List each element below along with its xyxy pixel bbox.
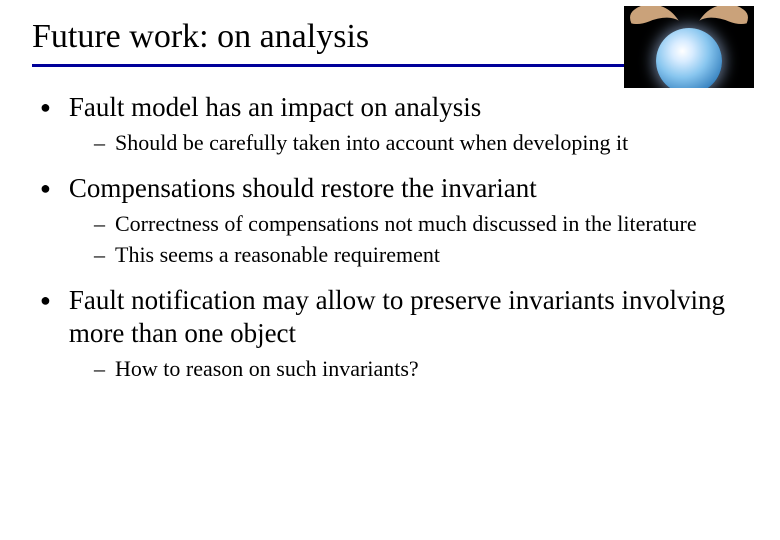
logo-image xyxy=(624,6,754,88)
bullet-item: ● Fault notification may allow to preser… xyxy=(40,284,740,350)
dash-icon: – xyxy=(94,209,105,239)
sub-list: – How to reason on such invariants? xyxy=(40,354,740,384)
slide: Future work: on analysis ● Fault model h… xyxy=(0,0,780,384)
sub-list: – Correctness of compensations not much … xyxy=(40,209,740,270)
sub-bullet-text: How to reason on such invariants? xyxy=(115,354,419,384)
dash-icon: – xyxy=(94,354,105,384)
sub-bullet-item: – This seems a reasonable requirement xyxy=(94,240,740,270)
dash-icon: – xyxy=(94,240,105,270)
globe-icon xyxy=(656,28,722,88)
dash-icon: – xyxy=(94,128,105,158)
bullet-item: ● Fault model has an impact on analysis xyxy=(40,91,740,124)
sub-bullet-text: Should be carefully taken into account w… xyxy=(115,128,628,158)
sub-bullet-item: – How to reason on such invariants? xyxy=(94,354,740,384)
sub-list: – Should be carefully taken into account… xyxy=(40,128,740,158)
bullet-icon: ● xyxy=(40,98,51,116)
bullet-item: ● Compensations should restore the invar… xyxy=(40,172,740,205)
content-area: ● Fault model has an impact on analysis … xyxy=(32,91,748,384)
bullet-text: Fault model has an impact on analysis xyxy=(69,91,481,124)
bullet-icon: ● xyxy=(40,179,51,197)
bullet-icon: ● xyxy=(40,291,51,309)
bullet-text: Compensations should restore the invaria… xyxy=(69,172,537,205)
bullet-text: Fault notification may allow to preserve… xyxy=(69,284,740,350)
sub-bullet-text: Correctness of compensations not much di… xyxy=(115,209,697,239)
sub-bullet-item: – Should be carefully taken into account… xyxy=(94,128,740,158)
sub-bullet-item: – Correctness of compensations not much … xyxy=(94,209,740,239)
sub-bullet-text: This seems a reasonable requirement xyxy=(115,240,440,270)
